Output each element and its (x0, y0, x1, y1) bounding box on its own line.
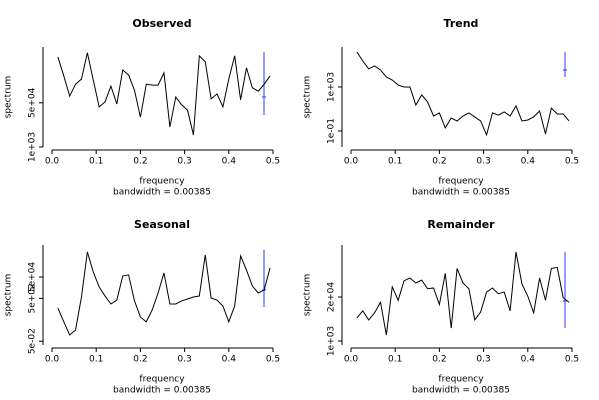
y-tick-label: 5e-02 (28, 328, 38, 354)
y-tick-label: 5e+02 (28, 283, 38, 313)
x-tick-label: 0.3 (476, 355, 490, 365)
spectrum-line (356, 51, 570, 137)
x-tick-label: 0.1 (89, 355, 103, 365)
spectrum-line (356, 251, 570, 336)
ci-bars (262, 52, 567, 328)
x-tick-label: 0.0 (45, 157, 60, 167)
x-tick-label: 0.0 (344, 157, 359, 167)
panel-title: Remainder (427, 218, 495, 231)
x-tick-label: 0.4 (521, 157, 536, 167)
spectrum-line (57, 52, 271, 136)
y-axis-label: spectrum (4, 76, 14, 119)
panel-title: Trend (444, 17, 479, 30)
panel-title: Observed (132, 17, 191, 30)
y-tick-label: 5e+04 (28, 262, 38, 293)
x-tick-label: 0.5 (266, 355, 280, 365)
x-tick-label: 0.0 (344, 355, 359, 365)
x-tick-label: 0.3 (177, 157, 191, 167)
x-tick-label: 0.1 (388, 355, 402, 365)
x-axis-label: frequency (438, 375, 484, 385)
x-tick-label: 0.0 (45, 355, 60, 365)
y-tick-label: 2e+04 (327, 282, 337, 313)
x-tick-label: 0.4 (521, 355, 536, 365)
y-axis-label: spectrum (4, 274, 14, 317)
y-tick-label: 1e+03 (28, 132, 38, 162)
spectrum-line (57, 251, 271, 336)
y-axis-label: spectrum (303, 76, 313, 119)
x-tick-label: 0.2 (432, 355, 446, 365)
y-axis-label: spectrum (303, 274, 313, 317)
x-axis-label: frequency (139, 375, 185, 385)
bandwidth-label: bandwidth = 0.00385 (412, 188, 510, 198)
x-tick-label: 0.5 (266, 157, 280, 167)
x-tick-label: 0.2 (133, 157, 147, 167)
x-axis-label: frequency (438, 177, 484, 187)
bandwidth-label: bandwidth = 0.00385 (412, 386, 510, 396)
y-tick-label: 1e-01 (327, 118, 337, 144)
x-tick-label: 0.1 (388, 157, 402, 167)
x-tick-label: 0.2 (133, 355, 147, 365)
y-tick-label: 1e+03 (327, 326, 337, 356)
x-tick-label: 0.1 (89, 157, 103, 167)
x-tick-label: 0.5 (565, 355, 579, 365)
panel-title: Seasonal (134, 218, 190, 231)
bandwidth-label: bandwidth = 0.00385 (113, 188, 211, 198)
y-tick-label: 5e+04 (28, 87, 38, 118)
x-tick-label: 0.3 (476, 157, 490, 167)
x-tick-label: 0.4 (222, 157, 237, 167)
x-tick-label: 0.3 (177, 355, 191, 365)
y-tick-label: 1e+03 (327, 72, 337, 102)
x-axis-label: frequency (139, 177, 185, 187)
x-tick-label: 0.2 (432, 157, 446, 167)
x-tick-label: 0.5 (565, 157, 579, 167)
x-tick-label: 0.4 (222, 355, 237, 365)
bandwidth-label: bandwidth = 0.00385 (113, 386, 211, 396)
